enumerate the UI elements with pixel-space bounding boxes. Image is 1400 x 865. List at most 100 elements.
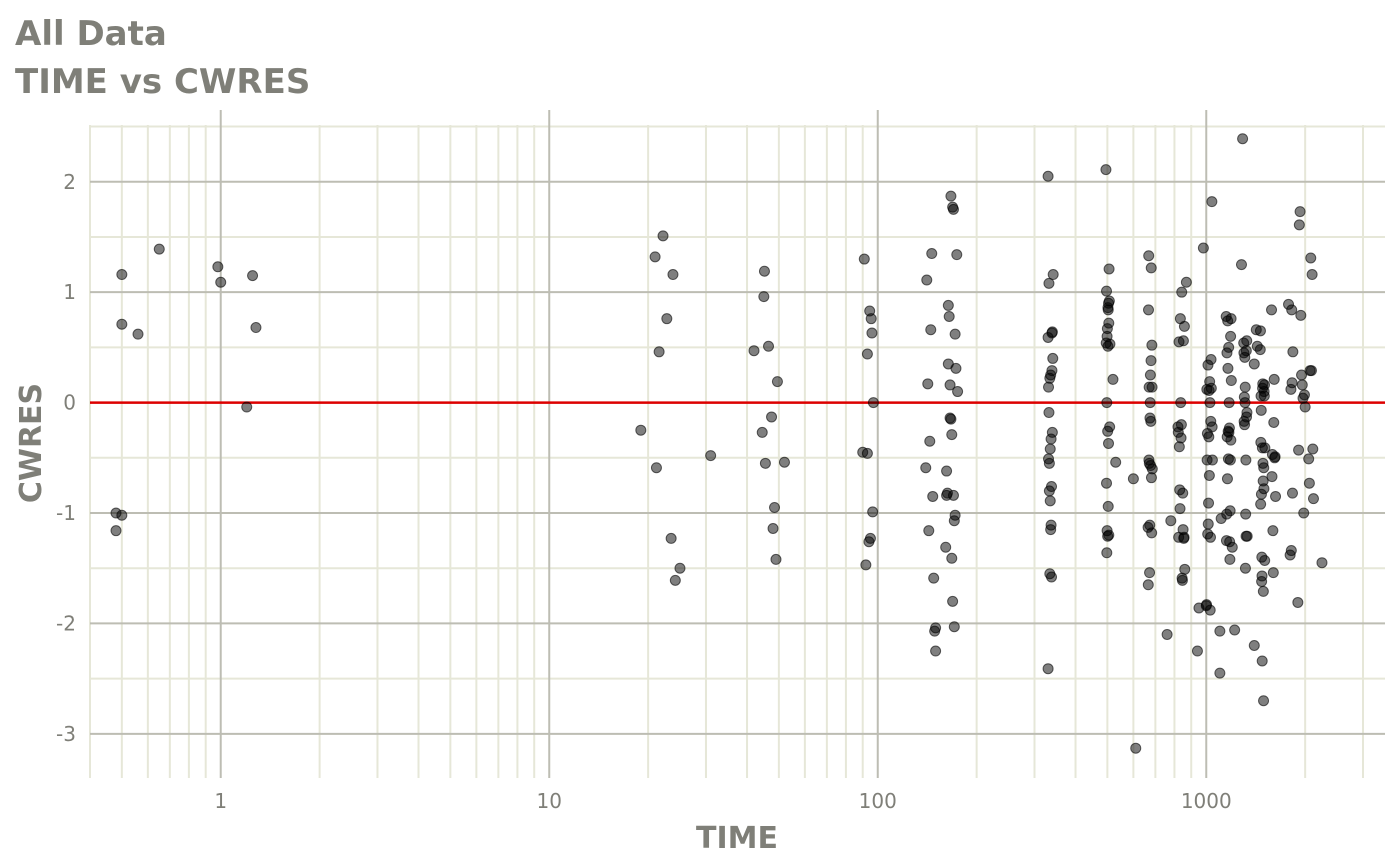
data-point <box>1307 493 1319 505</box>
data-point <box>1225 330 1237 342</box>
data-point <box>1046 571 1058 583</box>
data-point <box>1225 313 1237 325</box>
data-point <box>1165 515 1177 527</box>
data-point <box>1104 421 1116 433</box>
data-point <box>766 411 778 423</box>
data-point <box>1204 604 1216 616</box>
data-point <box>1100 164 1112 176</box>
data-point <box>665 532 677 544</box>
data-point <box>1127 473 1139 485</box>
data-point <box>922 378 934 390</box>
data-point <box>1179 563 1191 575</box>
data-point <box>945 190 957 202</box>
data-point <box>247 270 259 282</box>
data-point <box>1101 477 1113 489</box>
data-point <box>1204 531 1216 543</box>
data-point <box>946 552 958 564</box>
data-point <box>925 324 937 336</box>
data-point <box>1178 320 1190 332</box>
data-point <box>1145 355 1157 367</box>
data-point <box>653 346 665 358</box>
chart-titles: All Data TIME vs CWRES <box>15 10 310 106</box>
data-point <box>949 328 961 340</box>
data-point <box>1223 397 1235 409</box>
data-point <box>669 574 681 586</box>
data-point <box>110 525 122 537</box>
data-point <box>1293 444 1305 456</box>
data-point <box>1239 397 1251 409</box>
y-tick-label: 1 <box>63 280 76 304</box>
data-point <box>1205 382 1217 394</box>
data-point <box>1191 645 1203 657</box>
data-point <box>1241 530 1253 542</box>
data-point <box>250 322 262 334</box>
data-point <box>865 313 877 325</box>
data-point <box>1292 596 1304 608</box>
data-point <box>1175 397 1187 409</box>
y-tick-label: 0 <box>63 391 76 415</box>
data-point <box>1046 365 1058 377</box>
data-point <box>661 313 673 325</box>
data-point <box>1270 490 1282 502</box>
data-point <box>758 291 770 303</box>
data-point <box>921 274 933 286</box>
data-point <box>1101 285 1113 297</box>
data-point <box>1259 554 1271 566</box>
data-point <box>759 457 771 469</box>
data-point <box>1130 742 1142 754</box>
data-point <box>1046 481 1058 493</box>
data-point <box>1173 441 1185 453</box>
x-tick-label: 100 <box>859 789 897 813</box>
data-point <box>1224 454 1236 466</box>
data-point <box>1267 567 1279 579</box>
data-point <box>1145 415 1157 427</box>
data-point <box>1180 276 1192 288</box>
data-point <box>947 203 959 215</box>
data-point <box>667 269 679 281</box>
data-point <box>778 456 790 468</box>
data-point <box>1239 381 1251 393</box>
data-point <box>1045 519 1057 531</box>
data-point <box>1175 432 1187 444</box>
data-point <box>1225 375 1237 387</box>
data-point <box>1295 309 1307 321</box>
data-point <box>1298 507 1310 519</box>
data-point <box>927 490 939 502</box>
data-point <box>946 429 958 441</box>
data-point <box>1256 655 1268 667</box>
data-points <box>110 133 1328 754</box>
data-point <box>866 327 878 339</box>
data-point <box>1224 553 1236 565</box>
data-point <box>1101 547 1113 559</box>
data-point <box>947 595 959 607</box>
data-point <box>116 509 128 521</box>
data-point <box>116 269 128 281</box>
data-point <box>758 265 770 277</box>
data-point <box>1303 453 1315 465</box>
data-point <box>867 506 879 518</box>
x-axis-title: TIME <box>696 821 778 856</box>
y-axis-tick-labels: -3 -2 -1 0 1 2 <box>56 170 76 746</box>
y-tick-label: -1 <box>56 501 76 525</box>
data-point <box>1104 338 1116 350</box>
data-point <box>1316 557 1328 569</box>
data-point <box>1047 269 1059 281</box>
data-point <box>1103 437 1115 449</box>
data-point <box>153 243 165 255</box>
data-point <box>1174 503 1186 515</box>
data-point <box>215 276 227 288</box>
data-point <box>1107 373 1119 385</box>
data-point <box>1286 487 1298 499</box>
data-point <box>1257 585 1269 597</box>
data-point <box>1298 389 1310 401</box>
data-point <box>1258 390 1270 402</box>
data-point <box>1178 531 1190 543</box>
data-point <box>1223 341 1235 353</box>
data-point <box>212 261 224 273</box>
data-point <box>1176 574 1188 586</box>
data-point <box>943 310 955 322</box>
data-point <box>1299 401 1311 413</box>
data-point <box>1146 381 1158 393</box>
data-point <box>1258 695 1270 707</box>
